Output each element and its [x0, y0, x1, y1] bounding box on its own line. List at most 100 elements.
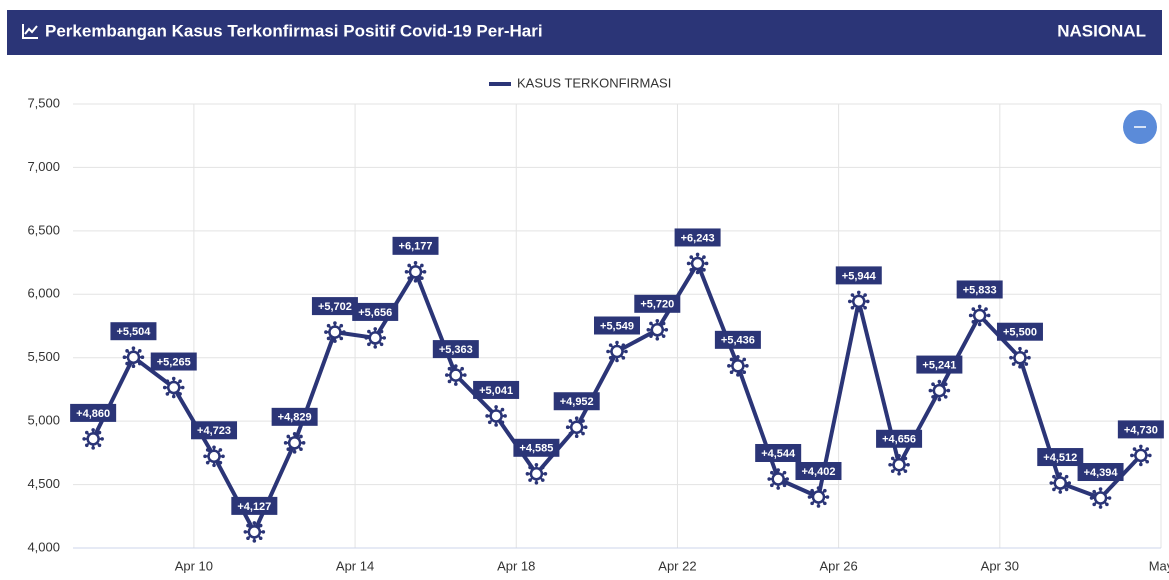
marker-tip	[205, 460, 210, 465]
marker-tip	[485, 414, 489, 418]
value-label: +4,402	[802, 466, 836, 478]
value-label: +4,585	[519, 443, 553, 455]
marker-tip	[525, 471, 530, 476]
marker-body	[86, 432, 100, 446]
marker-tip	[608, 343, 613, 347]
marker-tip	[534, 480, 539, 485]
x-tick-label: Apr 18	[497, 558, 535, 573]
virus-marker	[162, 376, 185, 399]
y-tick-label: 4,500	[27, 476, 60, 491]
marker-tip	[252, 521, 257, 525]
marker-tip	[180, 385, 185, 390]
value-label: +5,504	[116, 326, 151, 338]
marker-tip	[463, 373, 467, 377]
marker-tip	[776, 486, 780, 490]
value-label: +5,833	[963, 284, 997, 296]
marker-tip	[856, 308, 861, 313]
marker-tip	[695, 252, 700, 257]
marker-tip	[816, 504, 821, 508]
marker-tip	[540, 478, 545, 482]
marker-tip	[655, 337, 660, 341]
marker-tip	[847, 299, 852, 304]
marker-tip	[420, 263, 424, 268]
marker-tip	[460, 366, 464, 371]
marker-tip	[1107, 496, 1112, 500]
x-tick-label: Apr 10	[175, 558, 213, 573]
marker-tip	[1052, 487, 1056, 492]
virus-marker	[404, 261, 427, 283]
marker-body	[1134, 448, 1148, 463]
x-tick-label: Apr 14	[336, 558, 374, 573]
marker-tip	[171, 394, 176, 399]
marker-tip	[736, 355, 740, 359]
marker-body	[287, 436, 302, 450]
marker-tip	[84, 443, 89, 448]
marker-tip	[568, 431, 573, 436]
marker-tip	[82, 437, 86, 441]
marker-tip	[661, 334, 666, 338]
marker-tip	[140, 355, 145, 360]
marker-tip	[621, 356, 626, 360]
marker-body	[690, 256, 705, 271]
value-label: +4,656	[882, 434, 916, 446]
value-label: +5,500	[1003, 327, 1037, 339]
value-label: +5,241	[922, 359, 956, 371]
marker-tip	[574, 434, 579, 439]
marker-tip	[1024, 362, 1029, 366]
virus-marker	[445, 364, 467, 386]
marker-tip	[890, 469, 895, 473]
marker-tip	[863, 293, 867, 297]
marker-tip	[816, 486, 821, 490]
marker-body	[126, 350, 141, 364]
value-label: +6,177	[399, 241, 433, 253]
marker-tip	[1024, 349, 1029, 354]
virus-marker	[1089, 487, 1112, 509]
marker-tip	[246, 523, 250, 528]
marker-body	[892, 458, 906, 472]
marker-tip	[984, 320, 988, 324]
marker-tip	[897, 471, 901, 476]
marker-tip	[261, 530, 266, 534]
marker-tip	[97, 443, 102, 448]
marker-tip	[364, 336, 369, 340]
marker-body	[1093, 491, 1108, 505]
marker-tip	[664, 328, 669, 332]
marker-tip	[503, 414, 507, 418]
marker-tip	[574, 416, 579, 421]
x-tick-label: Apr 26	[819, 558, 857, 573]
value-label-box	[513, 438, 560, 457]
marker-tip	[1098, 505, 1103, 509]
virus-marker	[203, 445, 225, 468]
marker-tip	[782, 483, 787, 488]
marker-tip	[931, 382, 935, 387]
marker-tip	[729, 370, 734, 374]
series-line	[91, 261, 1143, 534]
marker-body	[569, 420, 584, 434]
marker-tip	[178, 392, 182, 396]
marker-body	[328, 325, 342, 339]
marker-tip	[534, 462, 539, 467]
value-label-box	[553, 392, 600, 411]
marker-tip	[373, 345, 378, 349]
virus-marker	[243, 521, 266, 543]
y-tick-label: 7,500	[27, 95, 60, 110]
marker-tip	[702, 268, 706, 272]
marker-tip	[494, 423, 498, 427]
marker-body	[489, 409, 503, 423]
marker-tip	[203, 454, 207, 459]
marker-body	[247, 525, 262, 539]
marker-tip	[856, 290, 861, 295]
marker-tip	[487, 407, 492, 412]
marker-tip	[382, 336, 387, 340]
value-label-box	[271, 407, 318, 426]
marker-body	[811, 490, 826, 504]
virus-marker	[686, 252, 709, 275]
value-label-box	[191, 421, 238, 440]
marker-body	[1013, 350, 1027, 365]
marker-tip	[218, 460, 223, 465]
virus-marker	[847, 290, 870, 313]
marker-tip	[1027, 355, 1031, 360]
marker-tip	[742, 357, 747, 362]
virus-marker	[324, 321, 346, 343]
